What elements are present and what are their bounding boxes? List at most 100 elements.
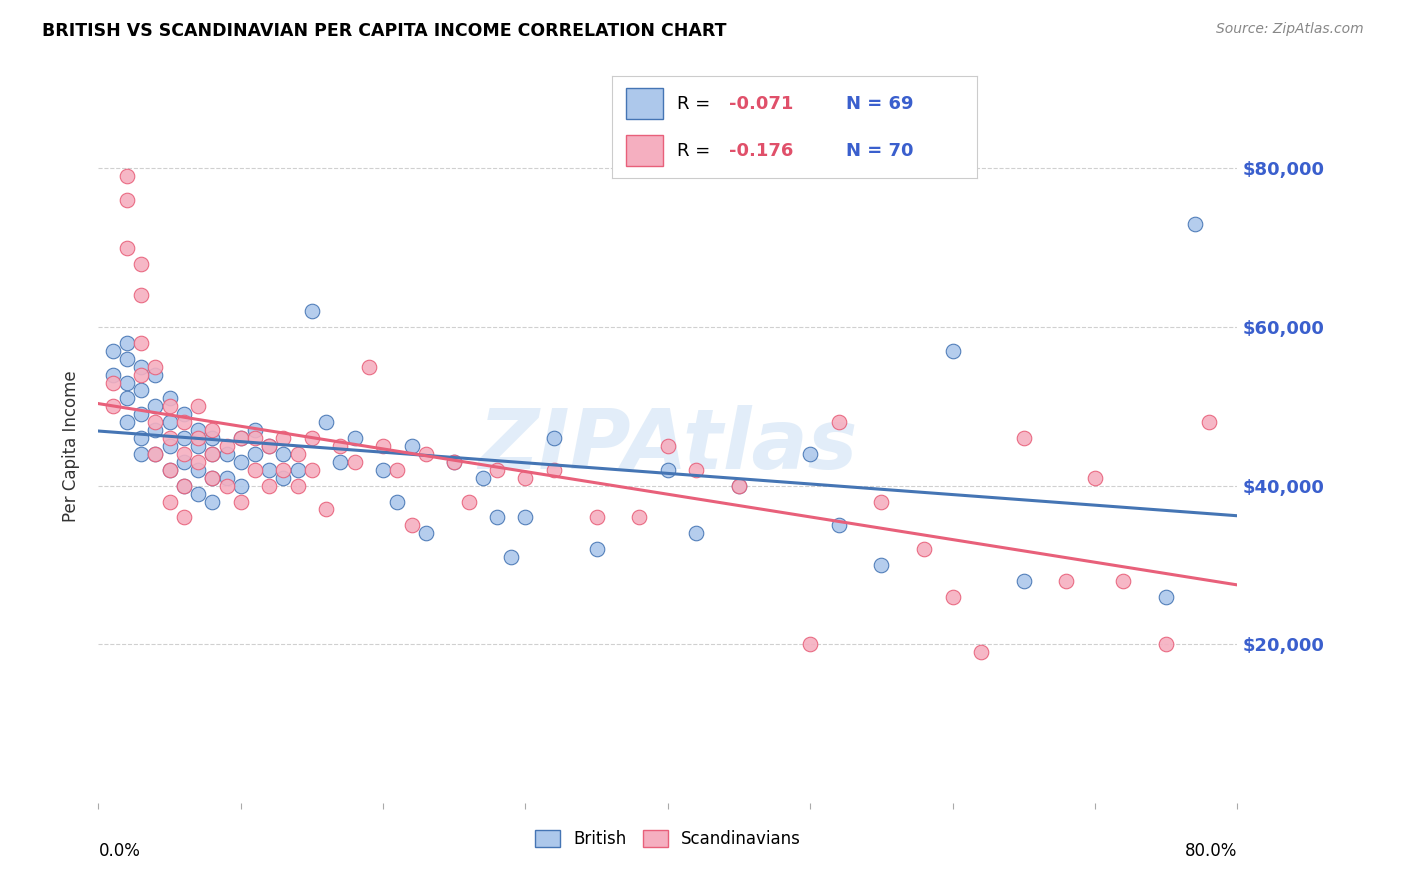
Point (159, 494, 181, 508)
Point (415, 526, 437, 541)
Point (273, 431, 295, 445)
Point (543, 431, 565, 445)
Point (129, 431, 152, 445)
Point (443, 455, 465, 469)
Point (145, 447, 167, 461)
Point (229, 494, 252, 508)
Point (1012, 574, 1035, 588)
FancyBboxPatch shape (626, 136, 662, 166)
Point (329, 439, 352, 453)
Legend: British, Scandinavians: British, Scandinavians (529, 823, 807, 855)
Point (145, 359, 167, 374)
Point (129, 335, 152, 350)
FancyBboxPatch shape (626, 88, 662, 119)
Point (129, 407, 152, 421)
Point (187, 463, 209, 477)
Point (145, 368, 167, 382)
Point (1154, 590, 1177, 604)
Point (585, 542, 607, 557)
Point (457, 494, 479, 508)
Point (515, 510, 537, 524)
Point (970, 645, 993, 659)
Point (115, 169, 138, 184)
Point (443, 455, 465, 469)
Text: BRITISH VS SCANDINAVIAN PER CAPITA INCOME CORRELATION CHART: BRITISH VS SCANDINAVIAN PER CAPITA INCOM… (42, 22, 727, 40)
Point (828, 415, 851, 429)
Point (912, 542, 935, 557)
Point (159, 439, 181, 453)
Point (129, 368, 152, 382)
Text: -0.176: -0.176 (728, 142, 793, 160)
Point (201, 447, 224, 461)
Point (259, 439, 281, 453)
Point (201, 447, 224, 461)
Point (115, 376, 138, 390)
Point (173, 478, 195, 492)
Point (543, 463, 565, 477)
Point (145, 415, 167, 429)
Point (273, 447, 295, 461)
Point (315, 502, 337, 516)
Point (259, 478, 281, 492)
Point (173, 407, 195, 421)
Point (101, 343, 124, 358)
Point (243, 423, 266, 437)
Point (173, 447, 195, 461)
Point (201, 431, 224, 445)
Text: 80.0%: 80.0% (1185, 842, 1237, 860)
Point (215, 471, 238, 485)
Point (215, 447, 238, 461)
Point (187, 400, 209, 414)
Point (329, 455, 352, 469)
Point (301, 463, 323, 477)
Point (243, 447, 266, 461)
Point (115, 351, 138, 366)
Point (129, 359, 152, 374)
Point (387, 463, 409, 477)
Point (229, 478, 252, 492)
Point (287, 478, 309, 492)
Point (159, 392, 181, 406)
Point (101, 400, 124, 414)
Point (201, 494, 224, 508)
Point (343, 431, 366, 445)
Point (357, 359, 380, 374)
Text: ZIPAtlas: ZIPAtlas (478, 406, 858, 486)
Point (942, 590, 965, 604)
Point (799, 447, 821, 461)
Point (273, 463, 295, 477)
Point (159, 415, 181, 429)
Point (229, 431, 252, 445)
Point (1154, 637, 1177, 651)
Text: -0.071: -0.071 (728, 95, 793, 112)
Point (1012, 431, 1035, 445)
Point (287, 463, 309, 477)
Text: N = 69: N = 69 (845, 95, 912, 112)
Point (187, 455, 209, 469)
Point (159, 400, 181, 414)
Point (799, 637, 821, 651)
Point (486, 510, 509, 524)
Point (243, 431, 266, 445)
Point (728, 478, 751, 492)
Point (229, 455, 252, 469)
Point (415, 447, 437, 461)
Point (129, 447, 152, 461)
Point (273, 471, 295, 485)
Point (145, 447, 167, 461)
Text: 0.0%: 0.0% (98, 842, 141, 860)
Point (173, 431, 195, 445)
Point (401, 439, 423, 453)
Point (373, 439, 395, 453)
Text: Source: ZipAtlas.com: Source: ZipAtlas.com (1216, 22, 1364, 37)
Point (129, 257, 152, 271)
Point (129, 288, 152, 302)
Point (187, 431, 209, 445)
Point (387, 494, 409, 508)
Point (685, 463, 707, 477)
Y-axis label: Per Capita Income: Per Capita Income (62, 370, 80, 522)
Point (173, 455, 195, 469)
Point (173, 478, 195, 492)
Point (201, 471, 224, 485)
Point (159, 431, 181, 445)
